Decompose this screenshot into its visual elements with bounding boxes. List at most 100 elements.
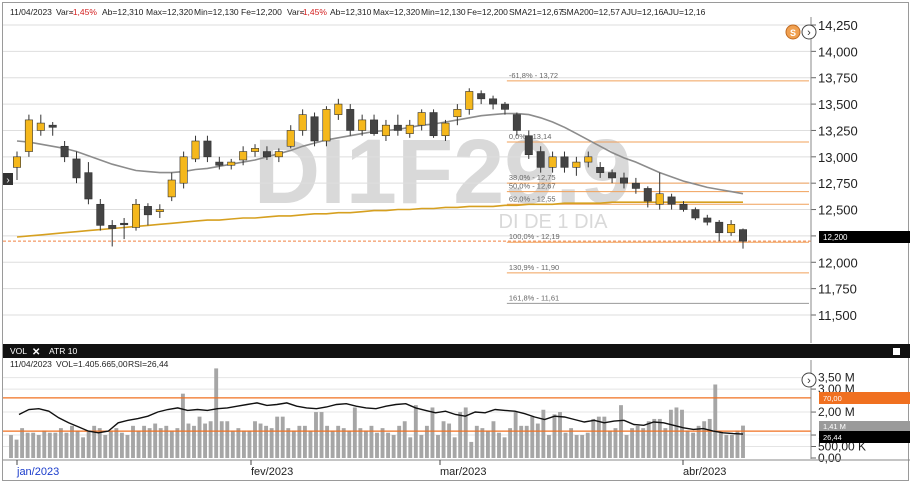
candle-body [48,124,57,128]
volume-bar [474,425,479,458]
last-price-badge: 12,200 [819,231,910,243]
sub-date: 11/04/2023 [10,359,52,369]
candle-body [322,109,331,142]
candle-body [572,161,581,168]
left-scroll-arrow[interactable]: › [3,173,13,186]
candle-body [417,112,426,126]
volume-bar [707,418,712,458]
candle-body [96,203,105,226]
volume-bar [192,425,196,458]
time-axis: jan/2023 fev/2023 mar/2023 abr/2023 [16,460,726,478]
volume-bar [447,423,452,458]
volume-bar [469,441,474,458]
time-tick-label: jan/2023 [16,466,59,478]
volume-bar [203,423,208,458]
header-ab: Ab=12,310 [102,7,144,17]
volume-bar [535,423,540,458]
header-ab2: Ab=12,310 [330,7,372,17]
volume-bar [485,430,490,458]
close-icon[interactable]: ✕ [32,347,40,358]
nav-right-button-top[interactable]: › [801,24,817,40]
chevron-right-icon: › [807,27,811,39]
volume-bar [668,409,673,458]
header-fe: Fe=12,200 [241,7,282,17]
volume-bar [497,432,501,458]
volume-bar [81,437,86,458]
candle-body [619,177,628,184]
volume-bar [58,428,63,458]
volume-bar [36,435,41,458]
volume-bar [291,430,296,458]
chart-canvas[interactable]: 11/04/2023 Var= -1,45% Ab=12,310 Max=12,… [3,3,910,482]
volume-bar [624,435,629,458]
candlesticks [13,88,747,249]
candle-body [655,193,664,205]
candle-body [84,172,93,200]
volume-bar [563,432,568,458]
volume-bar [42,430,47,458]
nav-right-button-bottom[interactable]: › [801,372,817,388]
volume-bar [685,430,690,458]
volume-tick-label: 0,00 [818,451,842,465]
candle-body [334,103,343,115]
volume-bar [214,368,219,458]
header-fe2: Fe=12,200 [467,7,508,17]
candle-body [143,206,152,216]
candle-body [274,151,283,158]
last-price-value: 12,200 [823,233,848,242]
volume-bar [452,437,457,458]
volume-bar [646,421,651,458]
header-var-value: -1,45% [70,7,97,17]
volume-bar [375,432,379,458]
volume-bar [397,425,402,458]
header-max2: Max=12,320 [373,7,420,17]
candle-body [453,109,462,118]
time-tick-label: mar/2023 [440,466,486,478]
price-tick-label: 13,500 [818,97,858,112]
volume-bar [225,421,230,458]
volume-bar [508,428,513,458]
candle-body [215,161,224,166]
volume-bar [613,428,618,458]
maximize-icon[interactable] [893,348,900,355]
volume-bar [264,425,269,458]
volume-bar [491,421,496,458]
candle-body [393,124,402,131]
volume-bar [408,437,413,458]
tab-vol[interactable]: VOL [10,346,27,356]
indicator-panel-bar [3,344,910,358]
rsi-70-badge: 70,00 [819,392,910,404]
volume-bar [635,425,640,458]
volume-bar [158,428,163,458]
candle-body [203,140,212,158]
candle-body [155,209,164,212]
volume-bar [53,432,58,458]
header-min: Min=12,130 [194,7,239,17]
fib-level-label: 38,0% - 12,75 [509,173,556,182]
header-var2-label: Var= [287,7,305,17]
candle-body [72,158,81,179]
candle-body [346,109,355,131]
volume-bar [97,428,102,458]
candle-body [381,124,390,137]
volume-bar [524,425,529,458]
volume-bar [92,425,97,458]
volume-bar [114,428,119,458]
volume-bar [480,428,485,458]
volume-bar [641,428,646,458]
s-button[interactable]: S [785,24,801,40]
candle-body [36,122,45,131]
volume-bar [64,432,69,458]
candle-body [703,217,712,223]
candle-body [500,103,509,110]
header-sma21: SMA21=12,67 [509,7,563,17]
volume-bar [552,414,557,458]
header-aju2: AJU=12,16 [663,7,706,17]
time-tick-label: fev/2023 [251,466,293,478]
volume-bar [197,416,202,458]
volume-gridlines [3,377,811,448]
header-aju1: AJU=12,16 [621,7,664,17]
tab-atr[interactable]: ATR 10 [49,346,77,356]
